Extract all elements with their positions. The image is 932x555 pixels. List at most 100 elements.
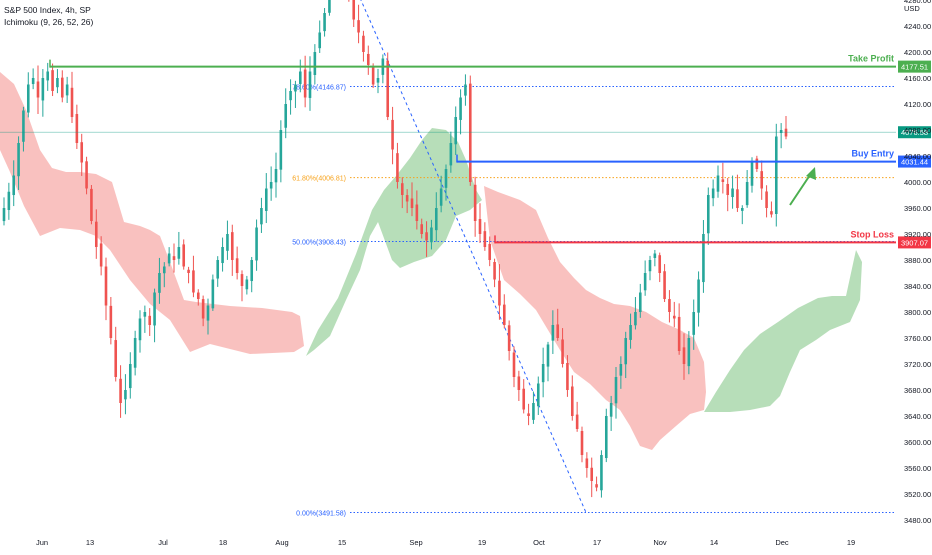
candle-body [284,104,288,128]
candle-body [138,318,142,341]
x-tick-label: Aug [275,538,288,547]
candle-body [99,243,103,267]
candle-body [449,143,453,166]
candle-body [468,83,472,182]
candle-body [430,227,433,243]
candle-body [658,255,662,273]
candle-body [561,339,564,364]
candle-body [114,340,118,377]
candle-body [376,78,380,83]
candle-body [629,325,632,340]
x-tick-label: Dec [775,538,789,547]
ichimoku-cloud-bear [484,186,706,450]
candle-body [177,247,181,259]
fib-level-label: 78.60%(4146.87) [292,85,346,92]
x-tick-label: 15 [338,538,346,547]
candle-body [770,211,773,215]
candle-body [260,208,263,225]
candle-body [226,234,229,251]
level-price-label: 3907.07 [901,238,928,247]
candle-body [566,362,569,390]
level-name-label: Stop Loss [850,229,894,239]
candle-body [736,189,739,208]
candle-body [760,171,764,189]
candle-body [750,162,754,186]
candle-body [702,234,705,283]
candle-body [352,0,356,20]
candle-body [400,183,404,195]
y-tick-label: 4280.00 [904,0,931,5]
candle-body [65,84,69,96]
candle-body [434,208,438,231]
candle-body [60,77,64,98]
candle-body [124,390,127,400]
x-tick-label: Jun [36,538,48,547]
candle-body [303,69,307,98]
candle-body [420,224,424,234]
candle-body [774,136,778,215]
candle-body [2,208,6,222]
candle-body [391,119,394,150]
candle-body [36,81,40,98]
x-tick-label: Nov [653,538,667,547]
y-tick-label: 3760.00 [904,334,931,343]
candle-body [439,188,443,206]
candle-body [570,386,574,416]
x-tick-label: Sep [409,538,422,547]
candle-body [488,243,492,260]
candle-body [289,91,292,101]
candle-body [396,153,399,182]
y-tick-label: 3640.00 [904,412,931,421]
candle-body [17,143,20,177]
y-tick-label: 3800.00 [904,308,931,317]
candle-body [109,305,113,338]
candle-body [405,195,409,202]
candle-body [12,175,16,196]
candle-body [663,271,666,299]
candle-body [269,182,273,189]
candle-body [590,467,594,481]
level-name-label: Buy Entry [851,149,894,159]
y-tick-label: 4040.00 [904,152,931,161]
candle-body [585,458,589,468]
y-tick-label: 3600.00 [904,438,931,447]
candle-body [502,304,506,325]
y-tick-label: 4080.00 [904,126,931,135]
candle-body [483,231,487,247]
candle-body [128,364,132,389]
candle-body [614,377,618,404]
y-tick-label: 3960.00 [904,204,931,213]
symbol-title[interactable]: S&P 500 Index, 4h, SP [4,5,91,15]
candle-body [41,78,45,101]
candle-body [493,261,496,280]
y-tick-label: 3880.00 [904,256,931,265]
candle-body [153,292,156,326]
candle-body [182,244,186,267]
candle-body [706,195,710,234]
candle-body [595,484,598,488]
candle-body [46,71,50,81]
x-tick-label: 13 [86,538,94,547]
x-tick-label: 18 [219,538,227,547]
y-tick-label: 4200.00 [904,48,931,57]
candle-body [94,221,98,247]
candle-body [425,232,428,241]
candle-body [517,376,521,390]
candle-body [726,183,730,195]
candle-body [643,273,647,291]
y-tick-label: 3720.00 [904,360,931,369]
candle-body [604,416,608,459]
indicator-label[interactable]: Ichimoku (9, 26, 52, 26) [4,17,94,27]
candle-body [551,325,555,341]
candle-body [70,87,74,117]
candle-body [240,274,244,286]
candle-body [386,60,390,117]
candle-body [745,182,749,206]
candle-body [255,227,258,261]
candle-body [323,13,326,32]
candle-body [779,130,783,133]
fib-level-label: 0.00%(3491.58) [296,510,346,517]
candle-body [85,161,88,189]
candle-body [498,280,501,306]
